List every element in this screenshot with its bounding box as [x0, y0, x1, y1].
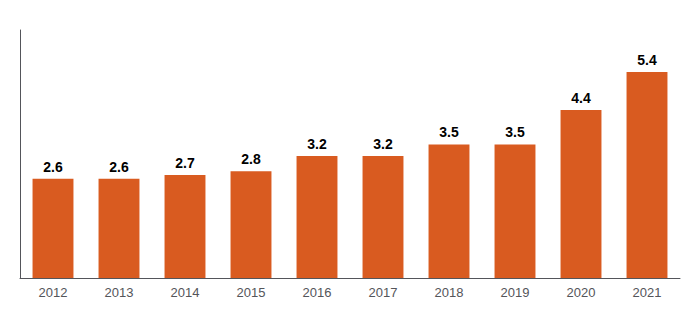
svg-text:2020: 2020 — [567, 285, 596, 300]
svg-text:5.4: 5.4 — [637, 52, 657, 68]
svg-text:2012: 2012 — [39, 285, 68, 300]
svg-text:2016: 2016 — [303, 285, 332, 300]
svg-text:4.4: 4.4 — [571, 90, 591, 106]
svg-text:2013: 2013 — [105, 285, 134, 300]
svg-text:2021: 2021 — [633, 285, 662, 300]
svg-text:2.6: 2.6 — [43, 159, 63, 175]
svg-text:2015: 2015 — [237, 285, 266, 300]
svg-text:3.2: 3.2 — [307, 136, 327, 152]
svg-text:2.6: 2.6 — [109, 159, 129, 175]
svg-text:2014: 2014 — [171, 285, 200, 300]
svg-text:2.8: 2.8 — [241, 151, 261, 167]
svg-text:3.5: 3.5 — [439, 124, 459, 140]
svg-text:3.2: 3.2 — [373, 136, 393, 152]
svg-text:2017: 2017 — [369, 285, 398, 300]
svg-text:2019: 2019 — [501, 285, 530, 300]
svg-text:2.7: 2.7 — [175, 155, 195, 171]
svg-text:2018: 2018 — [435, 285, 464, 300]
svg-text:3.5: 3.5 — [505, 124, 525, 140]
